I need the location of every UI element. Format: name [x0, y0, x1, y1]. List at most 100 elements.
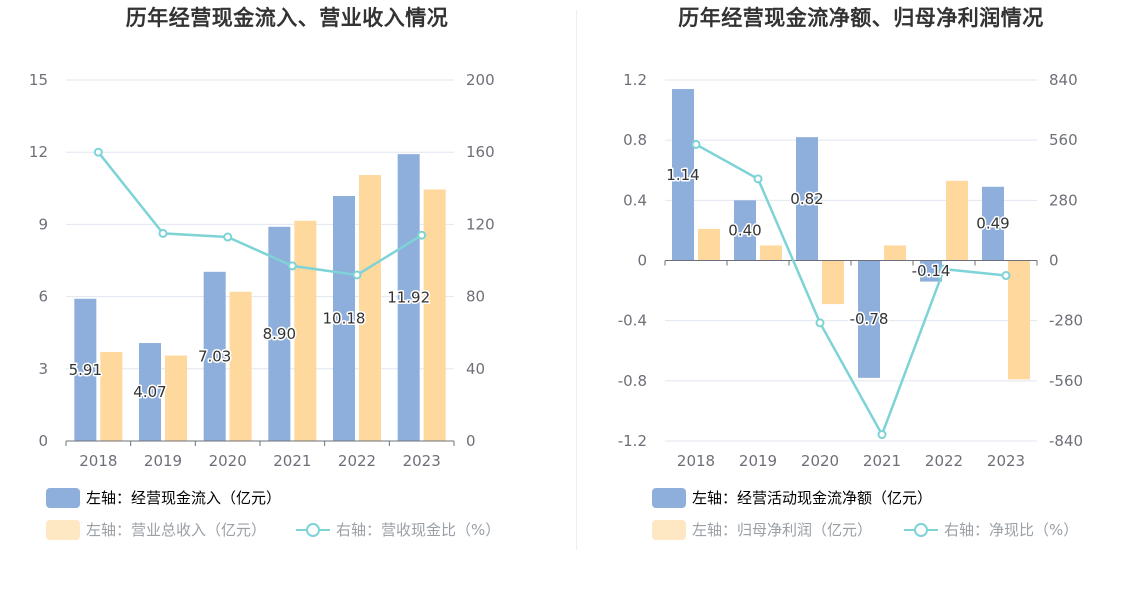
left-chart-plot: 0 3 6 9 12 15 0 40 80 120 160 200 2018 2019 2020 2021 20… [29, 71, 495, 470]
line-point [223, 232, 233, 242]
y-left-tick-label: 0 [38, 432, 48, 450]
y-left-tick-label: 12 [29, 143, 48, 161]
legend-swatch-blue [652, 487, 686, 508]
bar-data-label: 7.03 [198, 347, 231, 365]
bar [734, 200, 756, 261]
y-right-tick-label: 200 [466, 71, 495, 89]
y-right-tick-label: 0 [466, 432, 476, 450]
legend-line-marker [904, 520, 938, 540]
bar-data-label: 0.40 [728, 221, 761, 239]
line-point [287, 261, 297, 271]
bar [884, 245, 906, 261]
legend-item-cash-inflow[interactable]: 左轴：经营现金流入（亿元） [46, 487, 281, 508]
y-right-tick-label: -840 [1049, 432, 1083, 450]
y-right-tick-label: 160 [466, 143, 495, 161]
legend-item-ratio[interactable]: 右轴：营收现金比（%） [296, 519, 500, 540]
bar-data-label: 10.18 [323, 310, 366, 328]
y-right-tick-label: 40 [466, 360, 485, 378]
bar [100, 351, 123, 441]
legend-label: 左轴：经营现金流入（亿元） [86, 489, 282, 507]
bar [920, 260, 942, 282]
bar [672, 89, 694, 261]
y-right-tick-label: 560 [1049, 131, 1078, 149]
bar [822, 260, 844, 305]
x-tick-label: 2022 [338, 452, 376, 470]
x-tick-label: 2020 [801, 452, 839, 470]
bar [229, 291, 252, 441]
bar-data-label: 0.82 [790, 190, 823, 208]
y-right-tick-label: -560 [1049, 372, 1083, 390]
y-left-tick-label: 0.8 [623, 131, 647, 149]
bar-data-label: 4.07 [133, 383, 166, 401]
x-tick-label: 2019 [739, 452, 777, 470]
x-tick-label: 2020 [209, 452, 247, 470]
line-point [158, 228, 168, 238]
ratio-line [695, 143, 1007, 438]
line-point [417, 230, 427, 240]
bar [333, 196, 355, 441]
bar [139, 343, 161, 441]
bar [294, 220, 317, 441]
legend-label: 右轴：营收现金比（%） [336, 521, 501, 539]
panel-divider [576, 10, 577, 550]
bar [858, 260, 880, 378]
bar-data-label: 11.92 [387, 289, 430, 307]
y-left-tick-label: 9 [38, 215, 48, 233]
line-point [352, 270, 362, 280]
ratio-line [97, 151, 423, 277]
y-left-tick-label: -0.8 [618, 372, 647, 390]
legend-line-marker [296, 520, 330, 540]
right-chart-plot: -1.2 -0.8 -0.4 0 0.4 0.8 1.2 -840 -560 -280 0 280 56… [618, 71, 1083, 470]
bar [698, 228, 720, 261]
x-tick-label: 2018 [677, 452, 715, 470]
y-right-tick-label: 280 [1049, 191, 1078, 209]
y-left-tick-label: -1.2 [618, 432, 647, 450]
bar [268, 226, 291, 441]
legend-item-net-profit[interactable]: 左轴：归母净利润（亿元） [652, 519, 872, 540]
y-right-tick-label: 80 [466, 288, 485, 306]
y-left-tick-label: 6 [38, 288, 48, 306]
y-left-tick-label: 1.2 [623, 71, 647, 89]
left-chart-panel: 历年经营现金流入、营业收入情况 0 3 6 9 12 15 0 40 80 120 160 200 20… [29, 6, 500, 540]
legend-label: 左轴：归母净利润（亿元） [692, 521, 873, 539]
legend-item-net-ratio[interactable]: 右轴：净现比（%） [904, 519, 1078, 540]
bar [760, 245, 782, 261]
x-tick-label: 2019 [144, 452, 182, 470]
bar [165, 355, 187, 441]
bar [74, 298, 97, 441]
bar-data-label: 5.91 [69, 361, 102, 379]
legend-item-revenue[interactable]: 左轴：营业总收入（亿元） [46, 519, 266, 540]
legend-swatch-orange [652, 519, 686, 540]
bar [946, 180, 968, 261]
legend-label: 右轴：净现比（%） [944, 521, 1079, 539]
x-tick-label: 2023 [987, 452, 1025, 470]
line-point [939, 264, 949, 274]
y-left-tick-label: 15 [29, 71, 48, 89]
chart-title: 历年经营现金流入、营业收入情况 [125, 6, 449, 30]
x-tick-label: 2022 [925, 452, 963, 470]
line-point [93, 147, 103, 157]
bar [203, 271, 226, 441]
y-right-tick-label: -280 [1049, 312, 1083, 330]
line-point [691, 139, 701, 149]
legend-item-net-cash[interactable]: 左轴：经营活动现金流净额（亿元） [652, 487, 932, 508]
bar-data-label: -0.14 [912, 262, 951, 280]
legend-label: 左轴：经营活动现金流净额（亿元） [692, 489, 933, 507]
right-chart-panel: 历年经营现金流净额、归母净利润情况 -1.2 -0.8 -0.4 0 0.4 0.8 1.2… [574, 0, 1148, 589]
y-right-tick-label: 0 [1049, 252, 1059, 270]
bar-data-label: 0.49 [976, 215, 1009, 233]
y-right-tick-label: 120 [466, 215, 495, 233]
line-point [877, 430, 887, 440]
bar-data-label: -0.78 [850, 310, 889, 328]
bar [359, 175, 381, 441]
bar-data-label: 8.90 [263, 325, 296, 343]
legend-swatch-blue [46, 487, 80, 508]
y-left-tick-label: 0 [637, 252, 647, 270]
chart-title: 历年经营现金流净额、归母净利润情况 [678, 6, 1044, 30]
bar [423, 189, 446, 441]
bar-data-label: 1.14 [666, 166, 699, 184]
x-tick-label: 2021 [863, 452, 901, 470]
legend-label: 左轴：营业总收入（亿元） [86, 521, 267, 539]
line-point [815, 318, 825, 328]
y-right-tick-label: 840 [1049, 71, 1078, 89]
